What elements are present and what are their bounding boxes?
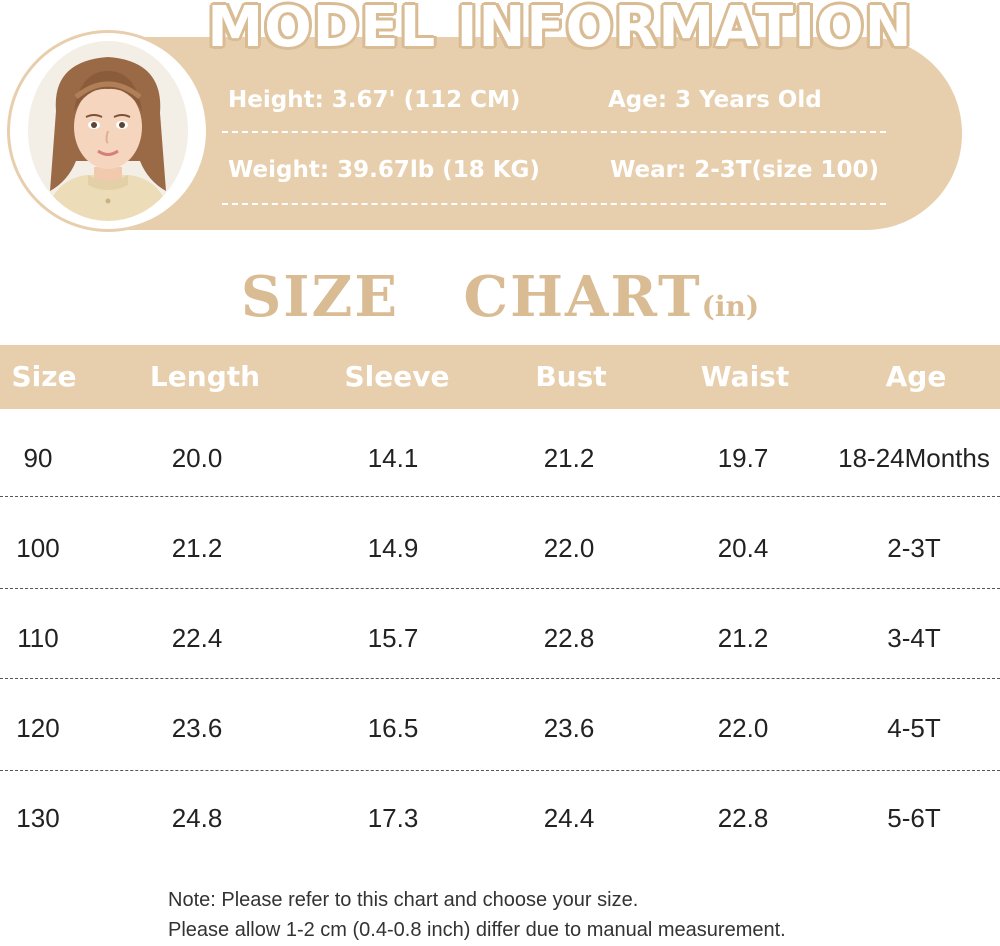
table-row: 130 24.8 17.3 24.4 22.8 5-6T	[0, 788, 1000, 848]
cell-size: 100	[16, 533, 60, 563]
header-bust: Bust	[535, 360, 607, 393]
header-size: Size	[11, 360, 77, 393]
cell-length: 24.8	[171, 803, 223, 833]
cell-size: 110	[17, 623, 59, 653]
cell-bust: 22.8	[543, 623, 595, 653]
table-row: 90 20.0 14.1 21.2 19.7 18-24Months	[0, 428, 1000, 488]
size-chart-title: SIZE CHART(in)	[0, 262, 1000, 332]
cell-age: 2-3T	[887, 533, 941, 563]
header-age: Age	[885, 360, 947, 393]
cell-waist: 22.8	[717, 803, 769, 833]
cell-bust: 21.2	[543, 443, 595, 473]
girl-portrait-icon	[28, 41, 188, 221]
cell-size: 120	[16, 713, 60, 743]
row-divider	[0, 678, 1000, 679]
cell-length: 23.6	[171, 713, 223, 743]
cell-sleeve: 14.1	[367, 443, 419, 473]
row-divider	[0, 588, 1000, 589]
note-line-1: Note: Please refer to this chart and cho…	[168, 889, 639, 911]
cell-sleeve: 17.3	[367, 803, 419, 833]
model-weight: Weight: 39.67lb (18 KG)	[228, 157, 540, 183]
cell-size: 90	[23, 443, 53, 473]
header-waist: Waist	[700, 360, 790, 393]
cell-bust: 23.6	[543, 713, 595, 743]
size-chart-unit: (in)	[701, 290, 760, 323]
header-sleeve: Sleeve	[344, 360, 450, 393]
note-line-2: Please allow 1-2 cm (0.4-0.8 inch) diffe…	[168, 919, 786, 941]
model-height: Height: 3.67' (112 CM)	[228, 87, 521, 113]
cell-bust: 24.4	[543, 803, 595, 833]
table-row: 110 22.4 15.7 22.8 21.2 3-4T	[0, 608, 1000, 668]
model-info-title: MODEL INFORMATION	[207, 0, 913, 60]
cell-age: 3-4T	[887, 623, 941, 653]
cell-size: 130	[16, 803, 60, 833]
table-row: 120 23.6 16.5 23.6 22.0 4-5T	[0, 698, 1000, 758]
model-wear: Wear: 2-3T(size 100)	[610, 157, 880, 183]
header-length: Length	[149, 360, 261, 393]
cell-age: 18-24Months	[838, 443, 990, 473]
row-divider	[0, 770, 1000, 771]
cell-sleeve: 16.5	[367, 713, 419, 743]
model-photo-frame	[10, 33, 206, 229]
cell-sleeve: 15.7	[367, 623, 419, 653]
model-info-panel: Height: 3.67' (112 CM) Age: 3 Years Old …	[120, 37, 962, 230]
cell-length: 21.2	[171, 533, 223, 563]
table-row: 100 21.2 14.9 22.0 20.4 2-3T	[0, 518, 1000, 578]
cell-length: 22.4	[171, 623, 223, 653]
cell-sleeve: 14.9	[367, 533, 419, 563]
model-age: Age: 3 Years Old	[608, 87, 822, 113]
cell-waist: 22.0	[717, 713, 769, 743]
row-divider	[0, 496, 1000, 497]
cell-waist: 20.4	[717, 533, 769, 563]
info-divider	[222, 131, 886, 133]
info-divider	[222, 203, 886, 205]
size-chart-title-text: SIZE CHART	[240, 264, 702, 330]
cell-length: 20.0	[171, 443, 223, 473]
cell-age: 4-5T	[887, 713, 941, 743]
cell-age: 5-6T	[887, 803, 941, 833]
table-header: Size Length Sleeve Bust Waist Age	[0, 345, 1000, 409]
cell-waist: 21.2	[717, 623, 769, 653]
cell-waist: 19.7	[717, 443, 769, 473]
cell-bust: 22.0	[543, 533, 595, 563]
